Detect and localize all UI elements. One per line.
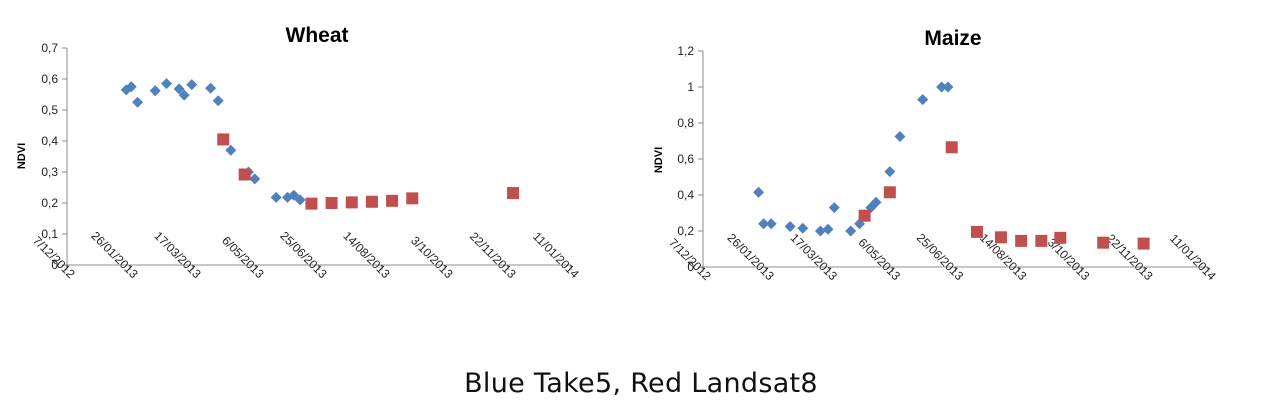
data-point-diamond (870, 196, 882, 208)
wheat-chart: Wheat NDVI 00,10,20,30,40,50,60,77/12/20… (16, 24, 582, 281)
caption: Blue Take5, Red Landsat8 (464, 368, 818, 399)
x-tick-label: 17/03/2013 (151, 229, 204, 282)
data-point-square (945, 141, 958, 154)
y-tick-label: 0,4 (677, 188, 694, 202)
data-point-diamond (797, 222, 809, 234)
maize-chart: Maize NDVI 0 0,2 0,4 0,6 0,8 1 1,2 7/12/2012 26/… (653, 27, 1219, 283)
data-point-diamond (765, 218, 777, 230)
data-point-diamond (822, 223, 834, 235)
x-tick-label: 7/12/2012 (666, 235, 714, 283)
y-tick-label: 0,6 (41, 72, 58, 86)
chart-title: Wheat (286, 24, 349, 47)
y-tick-label: 1,2 (677, 44, 694, 58)
x-tick-label: 3/10/2013 (408, 233, 456, 281)
data-point-diamond (942, 81, 954, 93)
y-tick-label: 0,2 (677, 224, 694, 238)
x-tick-label: 25/06/2013 (914, 231, 967, 284)
y-tick-label: 0,2 (41, 196, 58, 210)
data-point-diamond (845, 225, 857, 237)
data-point-diamond (161, 78, 173, 90)
data-point-square (345, 196, 358, 209)
y-axis-label: NDVI (16, 143, 28, 169)
data-point-diamond (294, 194, 306, 206)
data-point-square (883, 186, 896, 199)
data-point-diamond (225, 144, 237, 156)
x-tick-label: 26/01/2013 (88, 229, 141, 282)
data-point-diamond (936, 81, 948, 93)
data-point-diamond (249, 173, 261, 185)
data-point-diamond (186, 79, 198, 91)
data-point-diamond (212, 95, 224, 107)
y-tick-label: 0,8 (677, 116, 694, 130)
y-tick-label: 0,1 (41, 227, 58, 241)
data-point-diamond (894, 131, 906, 142)
charts-canvas: Wheat NDVI 0 0,1 0,2 0,3 0,4 0,5 0,6 0,7 7/12/20… (16, 24, 1219, 283)
data-point-square (1097, 236, 1110, 249)
data-point-diamond (884, 166, 896, 178)
data-point-square (1137, 237, 1150, 250)
data-point-square (386, 194, 399, 207)
y-tick-label: 0,3 (41, 165, 58, 179)
data-point-square (858, 209, 871, 222)
y-tick-label: 0,6 (677, 152, 694, 166)
x-tick-label: 11/01/2014 (1167, 231, 1219, 283)
data-point-diamond (149, 85, 161, 97)
y-tick-label: 0 (687, 260, 694, 274)
data-point-diamond (270, 191, 282, 203)
data-point-diamond (917, 94, 929, 106)
data-point-diamond (132, 96, 144, 108)
x-tick-label: 26/01/2013 (725, 231, 778, 284)
x-tick-label: 6/05/2013 (856, 235, 904, 283)
data-point-diamond (753, 186, 765, 198)
x-tick-label: 6/05/2013 (219, 233, 267, 281)
data-point-diamond (173, 83, 185, 95)
y-tick-label: 1 (687, 80, 694, 94)
data-point-diamond (758, 218, 770, 230)
data-point-square (365, 195, 378, 208)
data-point-square (1015, 234, 1028, 247)
data-point-square (406, 192, 419, 205)
data-point-square (238, 168, 251, 181)
data-point-diamond (205, 82, 217, 94)
x-tick-label: 25/06/2013 (277, 229, 330, 282)
x-tick-label: 3/10/2013 (1045, 235, 1093, 283)
y-tick-label: 0 (51, 258, 58, 272)
x-tick-label: 14/08/2013 (340, 229, 393, 282)
data-point-diamond (178, 89, 190, 101)
data-point-square (507, 187, 520, 200)
x-tick-label: 11/01/2014 (530, 229, 582, 281)
data-point-square (970, 225, 983, 238)
data-point-diamond (828, 202, 840, 214)
chart-title: Maize (924, 27, 981, 50)
y-tick-label: 0,4 (41, 134, 58, 148)
data-point-square (325, 197, 338, 209)
data-point-diamond (814, 225, 826, 237)
y-axis-label: NDVI (653, 147, 665, 173)
data-point-square (1054, 231, 1067, 244)
y-tick-label: 0,7 (41, 41, 58, 55)
y-tick-label: 0,5 (41, 103, 58, 117)
data-point-square (1035, 234, 1048, 247)
data-point-diamond (125, 81, 137, 93)
data-point-square (217, 133, 230, 146)
data-point-diamond (784, 221, 796, 232)
data-point-square (994, 231, 1007, 244)
x-tick-label: 22/11/2013 (467, 229, 519, 281)
x-tick-label: 17/03/2013 (788, 231, 841, 284)
data-point-square (305, 197, 318, 210)
